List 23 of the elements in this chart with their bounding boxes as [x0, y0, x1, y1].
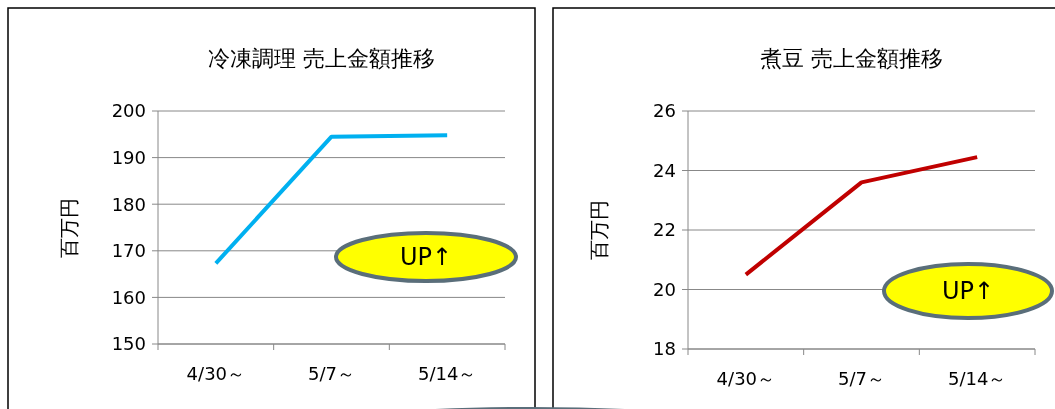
y-tick-label: 22 [653, 219, 676, 241]
y-tick-label: 200 [111, 100, 146, 122]
y-tick-label: 24 [653, 159, 676, 181]
x-tick-label: 5/14～ [947, 368, 1007, 389]
y-tick-label: 150 [111, 333, 146, 355]
x-tick-label: 5/7～ [308, 363, 355, 384]
y-axis-title: 百万円 [57, 197, 81, 258]
y-tick-label: 20 [653, 278, 676, 300]
y-tick-label: 26 [653, 100, 676, 122]
x-tick-label: 4/30～ [716, 368, 776, 389]
y-tick-label: 18 [653, 338, 676, 360]
annotation: UP↑ [941, 277, 995, 306]
chart-title: 冷凍調理 売上金額推移 [208, 46, 435, 71]
x-tick-label: 4/30～ [186, 363, 246, 384]
chart-title: 煮豆 売上金額推移 [760, 46, 943, 71]
y-tick-label: 180 [111, 193, 146, 215]
x-tick-label: 5/14～ [417, 363, 477, 384]
annotation: UP↑ [399, 243, 453, 272]
y-tick-label: 170 [111, 240, 146, 262]
y-axis-title: 百万円 [587, 200, 611, 260]
y-tick-label: 160 [111, 286, 146, 308]
y-tick-label: 190 [111, 146, 146, 168]
x-tick-label: 5/7～ [838, 368, 885, 389]
